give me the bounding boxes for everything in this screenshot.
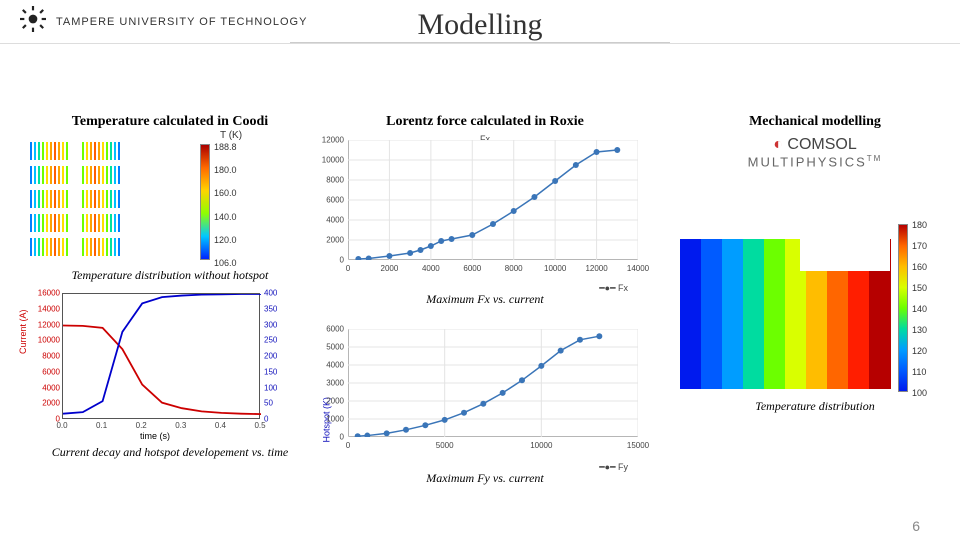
temperature-field: T (K) 188.8180.0160.0140.0120.0106.0 — [20, 134, 320, 264]
page-title: Modelling — [290, 8, 670, 43]
colorscale-label: T (K) — [220, 130, 242, 141]
comsol-logo: ◐ COMSOL MULTIPHYSICSTM — [680, 136, 950, 169]
mid-subhead: Lorentz force calculated in Roxie — [320, 114, 650, 130]
page-number: 6 — [912, 518, 920, 534]
right-subhead: Mechanical modelling — [680, 114, 950, 130]
left-subhead: Temperature calculated in Coodi — [20, 114, 320, 130]
fy-legend: ━●━ Fy — [599, 462, 628, 473]
caption-fy: Maximum Fy vs. current — [320, 471, 650, 486]
fy-chart: 0100020003000400050006000050001000015000… — [348, 329, 638, 449]
caption-fx: Maximum Fx vs. current — [320, 292, 650, 307]
ylabel-current: Current (A) — [18, 309, 28, 354]
mechanical-field — [680, 219, 890, 389]
decay-chart — [62, 293, 260, 419]
xlabel-time: time (s) — [140, 431, 170, 441]
left-caption-2: Current decay and hotspot developement v… — [20, 445, 320, 460]
fx-legend: ━●━ Fx — [599, 283, 628, 294]
right-caption: Temperature distribution — [680, 399, 950, 414]
left-caption-1: Temperature distribution without hotspot — [20, 268, 320, 283]
fx-chart: 0200040006000800010000120000200040006000… — [348, 140, 638, 270]
